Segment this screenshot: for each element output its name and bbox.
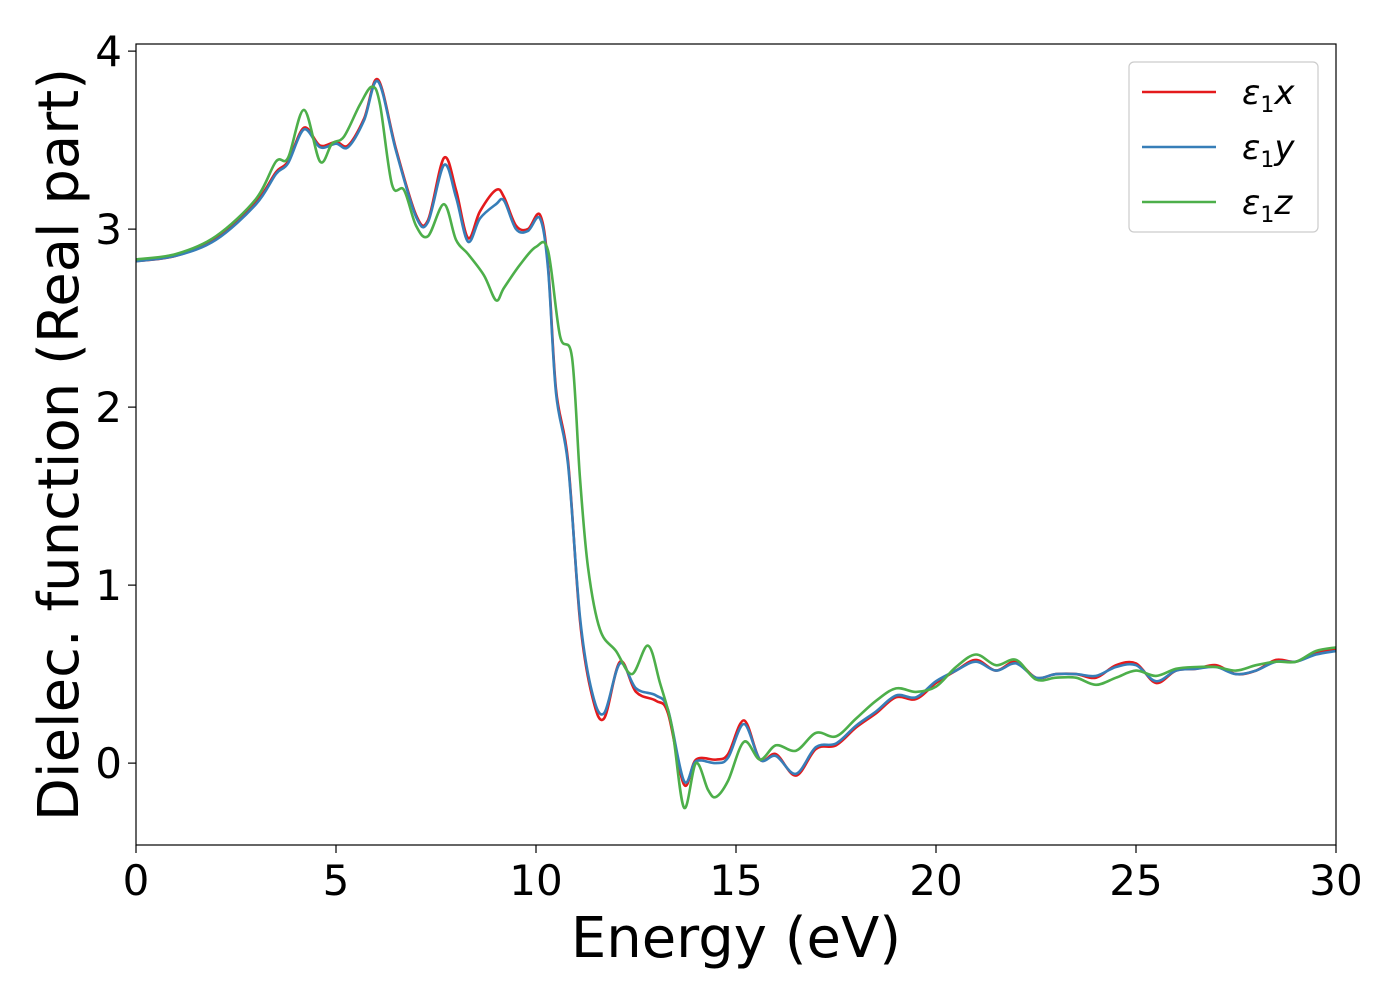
legend-label: ε1x [1242, 73, 1295, 118]
y-axis-label: Dielec. function (Real part) [27, 68, 92, 821]
legend-label: ε1y [1242, 128, 1295, 173]
legend-label: ε1z [1242, 183, 1293, 228]
axis-ticks: 0 5 10 15 20 25 30 0 1 2 3 4 [95, 27, 1362, 905]
series-line-z [136, 85, 1336, 809]
y-tick-label: 2 [95, 383, 122, 432]
x-tick-label: 10 [509, 856, 562, 905]
x-axis-label: Energy (eV) [571, 906, 901, 971]
x-tick-label: 25 [1109, 856, 1162, 905]
series-lines [136, 78, 1336, 809]
x-tick-label: 20 [909, 856, 962, 905]
x-tick-label: 15 [709, 856, 762, 905]
x-tick-label: 30 [1309, 856, 1362, 905]
y-tick-label: 1 [95, 561, 122, 610]
legend-box [1128, 61, 1319, 233]
x-tick-label: 5 [323, 856, 350, 905]
y-tick-label: 4 [95, 27, 122, 76]
legend: ε1x ε1y ε1z [1128, 61, 1319, 233]
y-tick-label: 0 [95, 739, 122, 788]
y-tick-label: 3 [95, 205, 122, 254]
x-tick-label: 0 [123, 856, 150, 905]
